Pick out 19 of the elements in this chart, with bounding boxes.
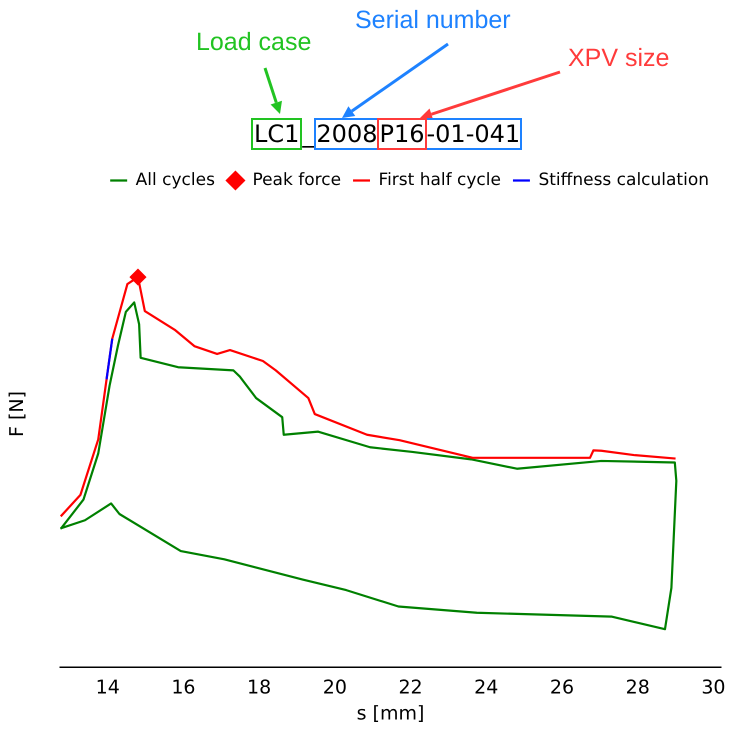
x-tick-label: 28 <box>626 676 650 699</box>
legend-label: All cycles <box>136 170 216 190</box>
x-tick-label: 20 <box>322 676 347 699</box>
x-tick-label: 26 <box>550 676 574 699</box>
text: Load case <box>196 28 312 57</box>
legend-label: First half cycle <box>378 170 501 190</box>
x-axis-title: s [mm] <box>356 702 424 725</box>
text: Serial number <box>355 6 511 35</box>
x-tick-label: 24 <box>474 676 498 699</box>
legend-label: Peak force <box>252 170 342 190</box>
x-tick-label: 14 <box>96 676 120 699</box>
chart-title: LC1_2008P16-01-041 <box>253 119 522 150</box>
x-tick-label: 30 <box>701 676 726 699</box>
y-axis-title: F [N] <box>6 390 28 438</box>
x-tick-label: 16 <box>171 676 196 699</box>
legend-label: Stiffness calculation <box>538 170 710 190</box>
x-tick-label: 18 <box>247 676 272 699</box>
x-tick-label: 22 <box>398 676 423 699</box>
text: XPV size <box>568 44 670 73</box>
